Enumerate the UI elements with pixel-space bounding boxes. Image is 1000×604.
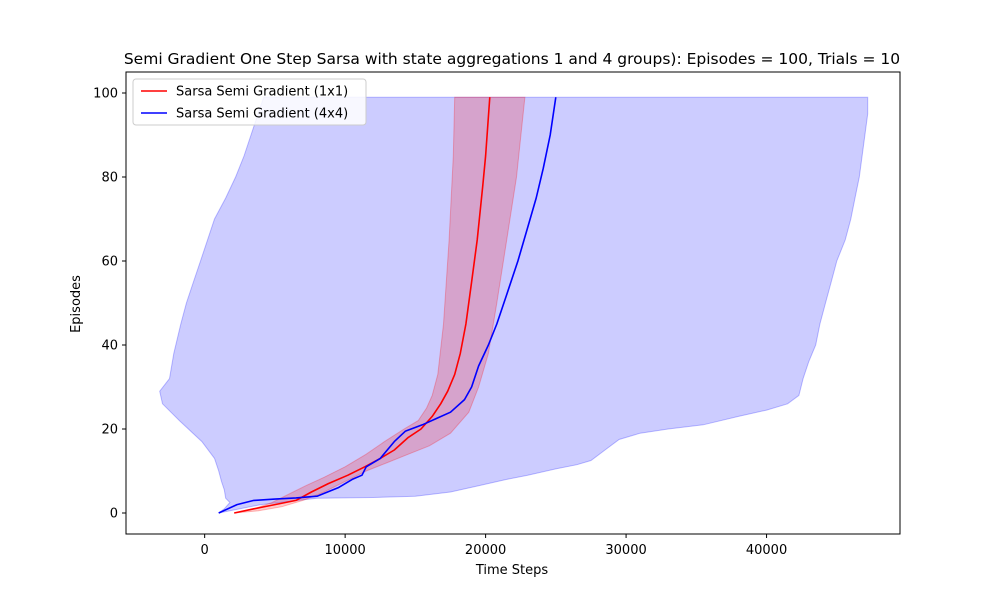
x-axis-label: Time Steps: [475, 563, 549, 578]
x-tick-label: 0: [201, 543, 209, 558]
x-tick-label: 30000: [605, 543, 646, 558]
series-lines: [218, 97, 557, 514]
line-series-2: [218, 97, 557, 514]
confidence-bands: [159, 96, 869, 514]
y-axis-ticks: 0 20 40 60 80 100: [93, 87, 126, 522]
plot-frame: [125, 71, 901, 535]
legend-label: Sarsa Semi Gradient (4x4): [176, 107, 348, 122]
x-tick-label: 10000: [324, 543, 365, 558]
x-tick-label: 20000: [465, 543, 506, 558]
chart-title: Semi Gradient One Step Sarsa with state …: [124, 50, 900, 68]
y-tick-label: 20: [101, 423, 118, 438]
y-tick-label: 0: [110, 507, 118, 522]
y-tick-label: 100: [93, 87, 118, 102]
y-tick-label: 80: [101, 171, 118, 186]
x-tick-label: 40000: [746, 543, 787, 558]
legend-box: [132, 78, 367, 126]
legend-label: Sarsa Semi Gradient (1x1): [176, 85, 348, 100]
y-axis-label: Episodes: [69, 275, 84, 333]
x-axis-ticks: 0 10000 20000 30000 40000: [201, 534, 787, 558]
legend: Sarsa Semi Gradient (1x1) Sarsa Semi Grad…: [132, 78, 367, 126]
y-tick-label: 40: [101, 339, 118, 354]
line-series-1: [234, 97, 491, 514]
y-tick-label: 60: [101, 255, 118, 270]
band-series-2: [159, 96, 869, 514]
